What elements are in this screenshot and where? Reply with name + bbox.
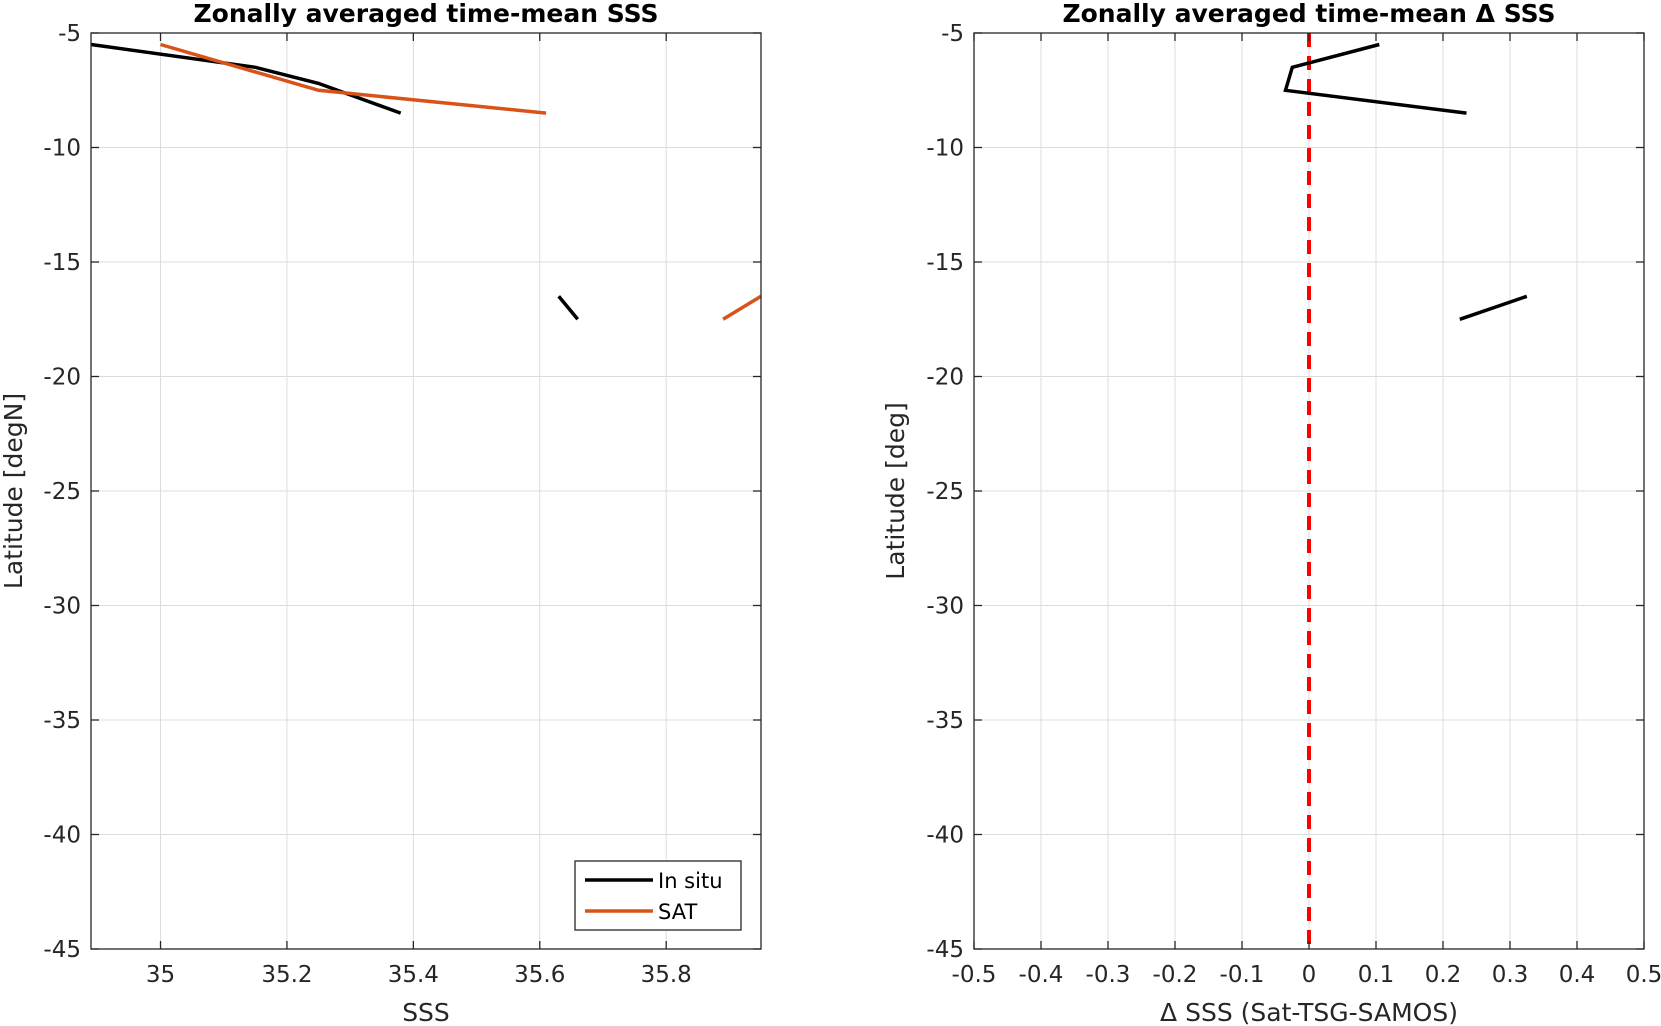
series-line-delta-sss-1-segment-2 xyxy=(1459,294,1528,321)
x-tick-label-35-4: 35.4 xyxy=(388,962,439,988)
x-tick-label-0-4: 0.4 xyxy=(1559,962,1596,988)
y-tick-label-30: -30 xyxy=(926,594,964,620)
ticks-sss xyxy=(91,32,761,950)
x-tick-label-35: 35 xyxy=(146,962,175,988)
chart-title-delta-sss: Zonally averaged time-mean Δ SSS xyxy=(1063,0,1556,28)
x-tick-label-0-2: -0.2 xyxy=(1153,962,1198,988)
x-tick-label-0-3: 0.3 xyxy=(1492,962,1529,988)
y-tick-label-45: -45 xyxy=(926,937,964,963)
y-tick-label-15: -15 xyxy=(926,250,964,276)
y-tick-label-45: -45 xyxy=(43,937,81,963)
series-delta-sss xyxy=(1283,42,1528,321)
y-axis-label-sss: Latitude [degN] xyxy=(0,393,28,589)
series-line-sat-segment-2 xyxy=(722,294,762,321)
legend-box xyxy=(574,860,742,931)
y-tick-label-20: -20 xyxy=(43,365,81,391)
grid-sss xyxy=(91,32,761,950)
y-tick-label-25: -25 xyxy=(43,479,81,505)
x-tick-label-35-8: 35.8 xyxy=(641,962,692,988)
chart-title-sss: Zonally averaged time-mean SSS xyxy=(194,0,659,28)
x-tick-label-0-5: 0.5 xyxy=(1626,962,1661,988)
x-axis-label-delta-sss: Δ SSS (Sat-TSG-SAMOS) xyxy=(1160,998,1458,1026)
legend-label-sat: SAT xyxy=(658,900,697,924)
series-line-delta-sss-1-segment-1 xyxy=(1283,42,1467,115)
ticks-delta-sss xyxy=(973,32,1645,950)
y-tick-label-25: -25 xyxy=(926,479,964,505)
legend-label-in-situ: In situ xyxy=(658,869,723,893)
tick-labels-sss: 35 35.2 35.4 35.6 35.8 -5 -10 -15 -20 -25 -30 -35 -4… xyxy=(43,21,691,988)
chart-sss: 35 35.2 35.4 35.6 35.8 -5 -10 -15 -20 -25 -30 -35 -4… xyxy=(0,0,762,1026)
y-tick-label-40: -40 xyxy=(43,823,81,849)
y-axis-label-delta-sss: Latitude [deg] xyxy=(881,402,910,579)
y-tick-label-10: -10 xyxy=(926,136,964,162)
y-tick-label-15: -15 xyxy=(43,250,81,276)
series-sss xyxy=(90,42,762,321)
y-tick-label-35: -35 xyxy=(926,708,964,734)
x-tick-label-0-4: -0.4 xyxy=(1019,962,1064,988)
y-tick-label-30: -30 xyxy=(43,594,81,620)
y-tick-label-40: -40 xyxy=(926,823,964,849)
x-tick-label-0-1: 0.1 xyxy=(1358,962,1395,988)
y-tick-label-5: -5 xyxy=(58,21,81,47)
x-tick-label-0: 0 xyxy=(1302,962,1317,988)
x-tick-label-0-3: -0.3 xyxy=(1086,962,1131,988)
legend: In situ SAT xyxy=(574,860,742,931)
tick-labels-delta-sss: -0.5 -0.4 -0.3 -0.2 -0.1 0 0.1 0.2 0.3 0.4 0.5 -5 -1… xyxy=(926,21,1661,988)
x-tick-label-0-2: 0.2 xyxy=(1425,962,1462,988)
x-axis-label-sss: SSS xyxy=(402,998,450,1026)
y-tick-label-5: -5 xyxy=(941,21,964,47)
y-tick-label-10: -10 xyxy=(43,136,81,162)
series-line-in-situ-segment-1 xyxy=(90,42,402,115)
x-tick-label-35-2: 35.2 xyxy=(261,962,312,988)
series-line-sat-segment-1 xyxy=(160,42,547,115)
series-line-in-situ-segment-2 xyxy=(557,295,580,321)
x-tick-label-35-6: 35.6 xyxy=(514,962,565,988)
chart-delta-sss: -0.5 -0.4 -0.3 -0.2 -0.1 0 0.1 0.2 0.3 0.4 0.5 -5 -1… xyxy=(881,0,1661,1026)
y-tick-label-20: -20 xyxy=(926,365,964,391)
y-tick-label-35: -35 xyxy=(43,708,81,734)
x-tick-label-0-1: -0.1 xyxy=(1220,962,1265,988)
x-tick-label-0-5: -0.5 xyxy=(952,962,997,988)
